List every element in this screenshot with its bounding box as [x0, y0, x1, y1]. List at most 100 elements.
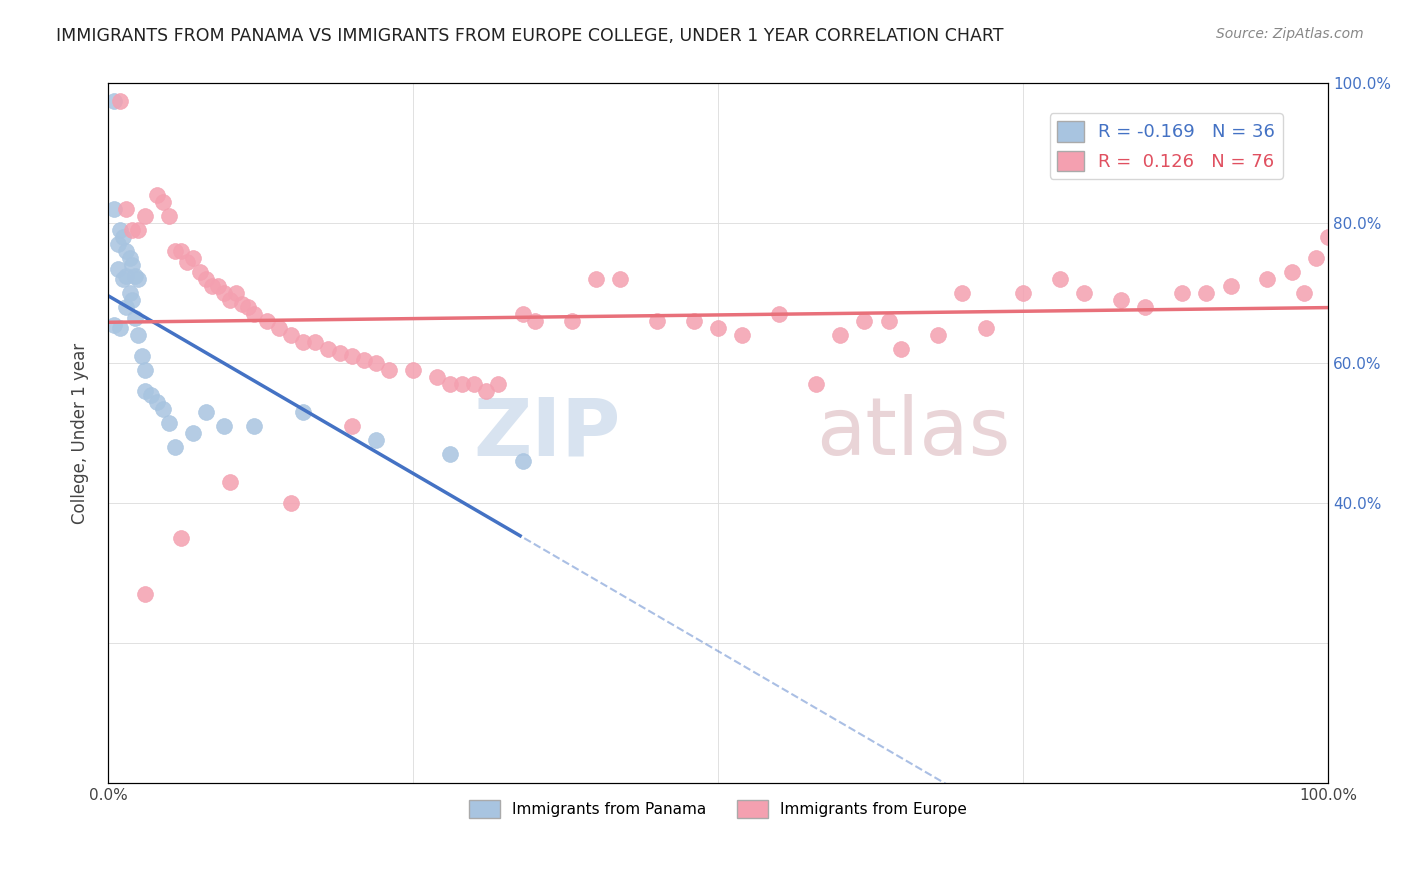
Point: [207, 279, 229, 293]
Point: [115, 244, 138, 259]
Point: [128, 328, 150, 343]
Point: [475, 384, 498, 399]
Point: [488, 377, 510, 392]
Point: [524, 314, 547, 328]
Point: [402, 363, 425, 377]
Point: [219, 475, 242, 490]
Point: [426, 370, 449, 384]
Point: [377, 363, 399, 377]
Point: [152, 195, 174, 210]
Point: [108, 223, 131, 237]
Point: [115, 202, 138, 217]
Point: [1012, 286, 1035, 301]
Point: [1133, 301, 1156, 315]
Point: [157, 210, 180, 224]
Point: [183, 252, 205, 266]
Point: [124, 268, 146, 283]
Point: [103, 202, 125, 217]
Point: [107, 237, 129, 252]
Point: [118, 252, 141, 266]
Point: [115, 268, 138, 283]
Point: [128, 272, 150, 286]
Point: [256, 314, 278, 328]
Text: ZIP: ZIP: [474, 394, 620, 472]
Point: [121, 258, 143, 272]
Point: [1109, 293, 1132, 308]
Point: [768, 307, 790, 321]
Point: [512, 307, 534, 321]
Point: [108, 321, 131, 335]
Point: [128, 223, 150, 237]
Point: [134, 363, 156, 377]
Point: [134, 384, 156, 399]
Point: [682, 314, 704, 328]
Point: [152, 401, 174, 416]
Point: [165, 440, 187, 454]
Point: [609, 272, 631, 286]
Point: [111, 272, 134, 286]
Point: [804, 377, 827, 392]
Point: [118, 286, 141, 301]
Point: [561, 314, 583, 328]
Point: [950, 286, 973, 301]
Point: [194, 272, 217, 286]
Point: [188, 265, 211, 279]
Point: [450, 377, 472, 392]
Point: [439, 447, 461, 461]
Point: [170, 531, 193, 545]
Point: [280, 328, 302, 343]
Point: [134, 210, 156, 224]
Point: [1195, 286, 1218, 301]
Point: [212, 286, 235, 301]
Point: [146, 394, 169, 409]
Point: [194, 405, 217, 419]
Point: [585, 272, 607, 286]
Point: [170, 244, 193, 259]
Point: [124, 310, 146, 325]
Point: [512, 454, 534, 468]
Point: [877, 314, 900, 328]
Point: [316, 343, 339, 357]
Point: [103, 94, 125, 108]
Y-axis label: College, Under 1 year: College, Under 1 year: [72, 343, 89, 524]
Point: [231, 297, 253, 311]
Point: [304, 335, 326, 350]
Point: [146, 188, 169, 202]
Point: [1317, 230, 1340, 244]
Point: [329, 346, 352, 360]
Point: [707, 321, 730, 335]
Point: [183, 426, 205, 441]
Point: [340, 419, 363, 434]
Point: [731, 328, 754, 343]
Point: [890, 343, 912, 357]
Point: [219, 293, 242, 308]
Point: [976, 321, 998, 335]
Point: [1292, 286, 1315, 301]
Point: [366, 356, 388, 370]
Point: [134, 587, 156, 601]
Point: [243, 307, 266, 321]
Text: atlas: atlas: [815, 394, 1010, 472]
Point: [121, 223, 143, 237]
Legend: Immigrants from Panama, Immigrants from Europe: Immigrants from Panama, Immigrants from …: [464, 794, 973, 824]
Point: [115, 301, 138, 315]
Point: [645, 314, 668, 328]
Point: [238, 301, 260, 315]
Point: [1073, 286, 1095, 301]
Point: [1305, 252, 1327, 266]
Point: [131, 349, 153, 363]
Point: [292, 405, 315, 419]
Point: [1219, 279, 1241, 293]
Point: [292, 335, 315, 350]
Point: [165, 244, 187, 259]
Point: [107, 261, 129, 276]
Point: [267, 321, 290, 335]
Text: Source: ZipAtlas.com: Source: ZipAtlas.com: [1216, 27, 1364, 41]
Point: [353, 352, 375, 367]
Point: [340, 349, 363, 363]
Point: [463, 377, 485, 392]
Point: [1256, 272, 1278, 286]
Point: [1281, 265, 1303, 279]
Point: [366, 434, 388, 448]
Point: [111, 230, 134, 244]
